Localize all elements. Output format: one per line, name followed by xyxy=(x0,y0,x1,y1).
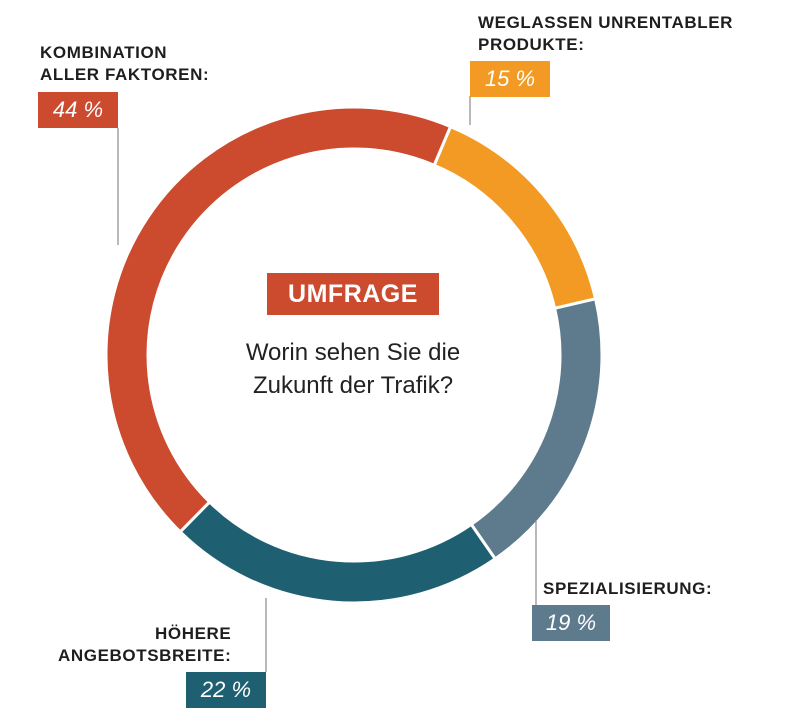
survey-badge: UMFRAGE xyxy=(267,273,439,315)
survey-question-line1: Worin sehen Sie die xyxy=(245,339,461,366)
slice-label-angebot-line1: HÖHERE xyxy=(155,624,232,643)
slice-value-angebot: 22 % xyxy=(186,672,266,708)
survey-question: Worin sehen Sie die Zukunft der Trafik? xyxy=(180,336,526,402)
donut-slice-angebot xyxy=(178,499,498,605)
slice-label-kombination: KOMBINATION ALLER FAKTOREN: xyxy=(40,42,209,86)
slice-label-spezialisierung: SPEZIALISIERUNG: xyxy=(543,578,712,600)
slice-label-angebot: HÖHERE ANGEBOTSBREITE: xyxy=(58,623,231,667)
slice-value-kombination: 44 % xyxy=(38,92,118,128)
donut-slices xyxy=(104,105,604,605)
leader-lines xyxy=(117,96,537,672)
slice-label-weglassen-line1: WEGLASSEN UNRENTABLER xyxy=(478,13,734,32)
slice-label-weglassen: WEGLASSEN UNRENTABLER PRODUKTE: xyxy=(478,12,733,56)
donut-slice-weglassen xyxy=(432,124,598,311)
slice-label-angebot-line2: ANGEBOTSBREITE: xyxy=(58,646,232,665)
slice-label-kombination-line2: ALLER FAKTOREN: xyxy=(40,65,210,84)
slice-label-kombination-line1: KOMBINATION xyxy=(40,43,168,62)
survey-question-line2: Zukunft der Trafik? xyxy=(252,372,454,399)
slice-value-weglassen: 15 % xyxy=(470,61,550,97)
donut-slice-kombination xyxy=(104,105,453,534)
slice-label-weglassen-line2: PRODUKTE: xyxy=(478,35,585,54)
slice-value-spezialisierung: 19 % xyxy=(532,605,610,641)
slice-label-spezialisierung-line1: SPEZIALISIERUNG: xyxy=(543,579,713,598)
